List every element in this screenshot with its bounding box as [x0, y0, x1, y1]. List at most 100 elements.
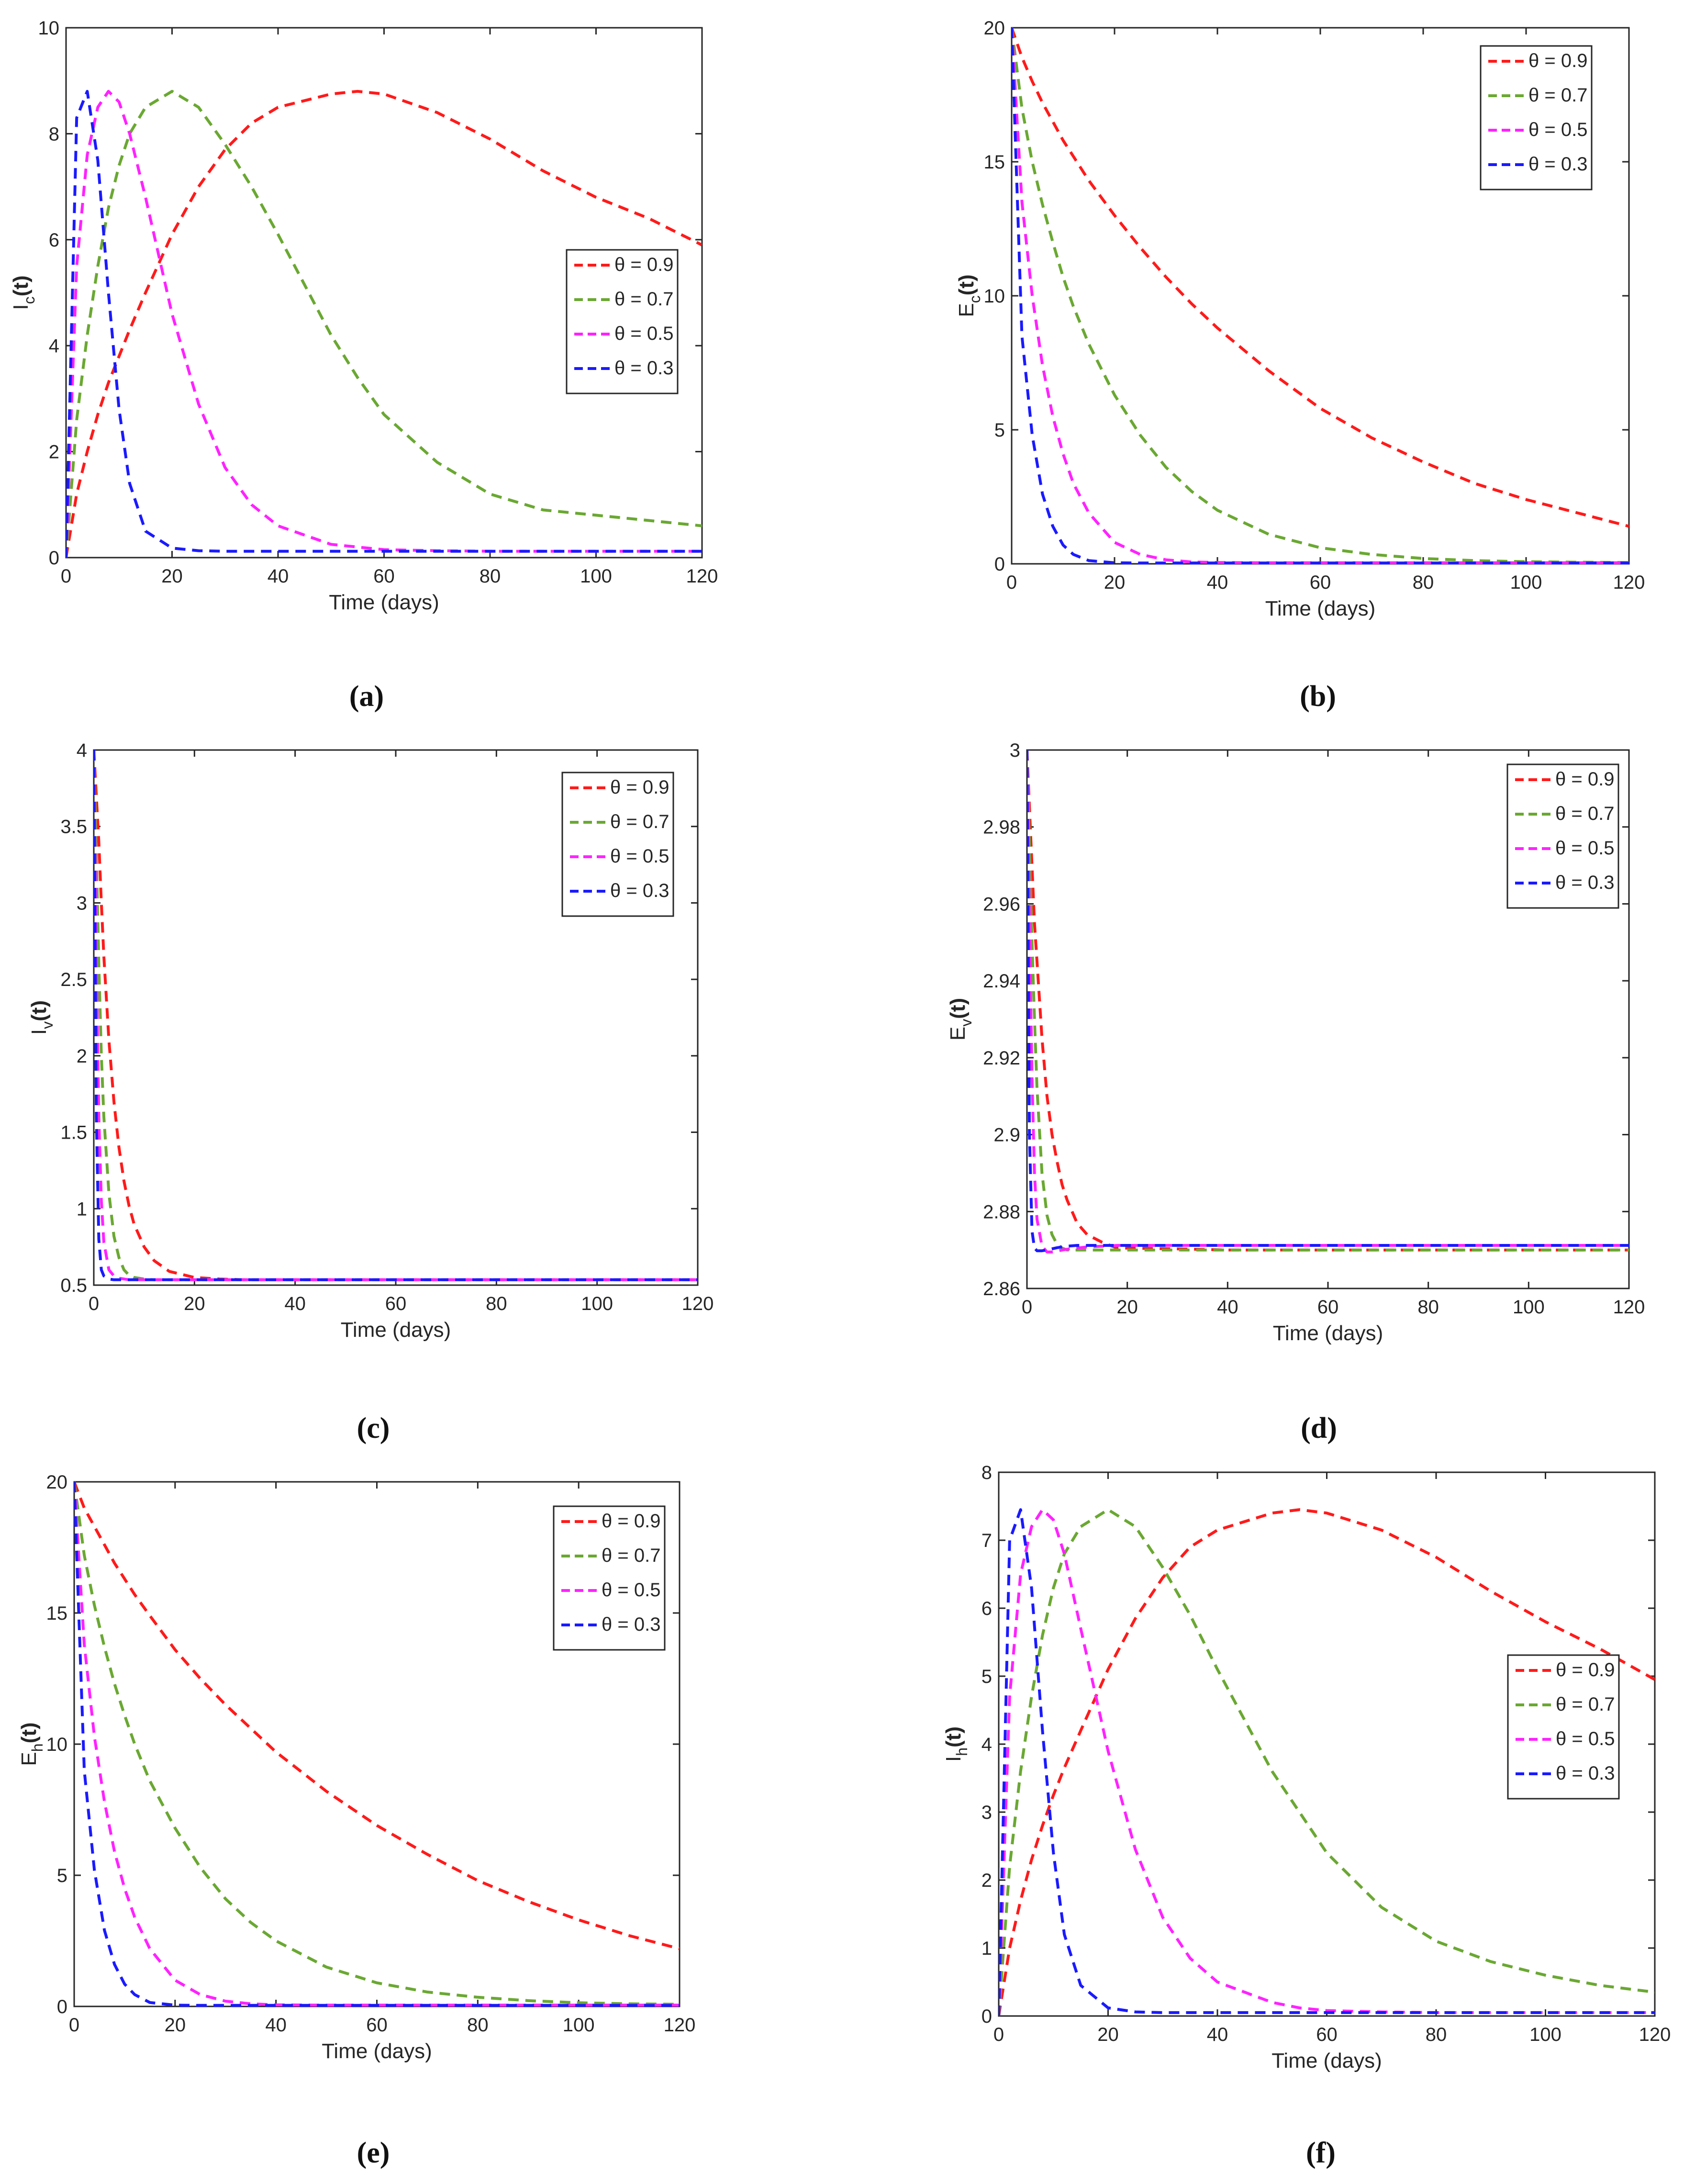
y-tick-label: 4 — [981, 1734, 992, 1755]
x-tick-label: 60 — [385, 1293, 407, 1314]
y-tick-label: 7 — [981, 1530, 992, 1551]
y-axis-label-sub: h — [953, 1747, 970, 1756]
y-axis-label-main: E — [17, 1752, 41, 1766]
y-tick-label: 4 — [49, 336, 59, 357]
x-tick-label: 60 — [1316, 2024, 1338, 2045]
y-tick-label: 2.88 — [983, 1201, 1020, 1222]
legend-entry: θ = 0.3 — [610, 880, 669, 901]
legend: θ = 0.9 θ = 0.7 θ = 0.5 θ = 0.3 — [566, 249, 679, 394]
x-tick-label: 100 — [1510, 572, 1542, 593]
y-tick-label: 2.96 — [983, 894, 1020, 915]
x-tick-label: 0 — [61, 566, 71, 587]
panel-a: 0 20 40 60 80 100 120 0 2 4 6 8 10 Time (days) Ic(t) θ … — [9, 18, 718, 713]
y-axis-label-main: I — [27, 1029, 51, 1035]
legend-box — [1480, 45, 1593, 190]
y-axis-label: Iv(t) — [27, 1000, 56, 1035]
x-tick-label: 40 — [1207, 572, 1228, 593]
x-tick-label: 40 — [284, 1293, 306, 1314]
panel-e: 0 20 40 60 80 100 120 0 5 10 15 20 Time (days) Eh(t) θ… — [17, 1472, 695, 2169]
series-line-1 — [999, 1508, 1655, 2016]
y-tick-label: 0 — [57, 1996, 67, 2017]
panel-f: 0 20 40 60 80 100 120 0 1 2 3 4 5 6 7 8 Time (days) Ih(t)… — [942, 1462, 1671, 2169]
series-line-2 — [999, 1508, 1655, 2016]
y-axis-label: Ih(t) — [942, 1726, 970, 1762]
panel-b: 0 20 40 60 80 100 120 0 5 10 15 20 Time (days) Ec(t) θ… — [955, 18, 1645, 713]
series-line-3 — [94, 750, 698, 1281]
x-tick-label: 20 — [184, 1293, 205, 1314]
legend-box — [553, 1505, 666, 1651]
x-tick-label: 120 — [1639, 2024, 1671, 2045]
x-tick-label: 100 — [563, 2015, 595, 2036]
x-tick-label: 0 — [1022, 1297, 1032, 1318]
legend: θ = 0.9 θ = 0.7 θ = 0.5 θ = 0.3 — [1507, 1654, 1620, 1800]
y-tick-label: 6 — [49, 230, 59, 251]
x-tick-label: 60 — [1317, 1297, 1339, 1318]
series-line-4 — [1027, 750, 1629, 1253]
y-tick-label: 3.5 — [60, 817, 87, 838]
x-tick-label: 120 — [664, 2015, 696, 2036]
series-line-1 — [1027, 750, 1629, 1252]
series-line-2 — [1012, 27, 1629, 564]
x-axis-label: Time (days) — [322, 2039, 432, 2063]
panel-caption: (a) — [349, 680, 384, 713]
series-line-4 — [66, 90, 702, 558]
series-line-1 — [74, 1481, 680, 1950]
panel-caption: (b) — [1300, 680, 1336, 713]
y-tick-label: 2.94 — [983, 971, 1020, 992]
x-tick-label: 80 — [486, 1293, 507, 1314]
y-tick-label: 8 — [981, 1462, 992, 1483]
x-tick-label: 120 — [1613, 572, 1645, 593]
y-tick-label: 3 — [1010, 740, 1020, 761]
x-tick-label: 80 — [1413, 572, 1434, 593]
panel-caption: (f) — [1306, 2137, 1336, 2169]
y-axis-label-tail: (t) — [946, 998, 970, 1019]
y-tick-label: 1 — [77, 1198, 87, 1220]
y-axis-label-sub: h — [29, 1743, 46, 1752]
y-axis-label-main: I — [9, 304, 33, 310]
x-tick-label: 20 — [165, 2015, 186, 2036]
x-tick-label: 120 — [682, 1293, 714, 1314]
series-line-4 — [1012, 27, 1629, 565]
y-tick-label: 2.9 — [993, 1125, 1020, 1146]
y-tick-label: 1 — [981, 1938, 992, 1959]
legend-entry: θ = 0.9 — [602, 1511, 660, 1532]
y-axis-label: Ic(t) — [9, 275, 38, 310]
x-tick-label: 40 — [265, 2015, 287, 2036]
y-axis-label-tail: (t) — [27, 1000, 51, 1021]
legend: θ = 0.9 θ = 0.7 θ = 0.5 θ = 0.3 — [553, 1505, 666, 1651]
y-tick-label: 10 — [984, 286, 1005, 307]
series-line-1 — [1012, 27, 1629, 528]
y-tick-label: 0 — [49, 548, 59, 569]
y-tick-label: 15 — [46, 1603, 68, 1624]
series-line-4 — [999, 1508, 1655, 2016]
x-axis-label: Time (days) — [1271, 2049, 1382, 2072]
x-axis-label: Time (days) — [341, 1318, 451, 1342]
legend-entry: θ = 0.7 — [614, 289, 673, 310]
legend: θ = 0.9 θ = 0.7 θ = 0.5 θ = 0.3 — [1506, 763, 1619, 909]
y-tick-label: 8 — [49, 123, 59, 145]
legend-entry: θ = 0.9 — [1556, 1659, 1615, 1680]
series-line-2 — [74, 1481, 680, 2006]
series-line-3 — [66, 90, 702, 558]
legend-entry: θ = 0.5 — [1556, 1728, 1615, 1749]
y-tick-label: 5 — [981, 1666, 992, 1687]
y-tick-label: 2.86 — [983, 1278, 1020, 1299]
x-tick-label: 100 — [580, 566, 612, 587]
y-axis-label-sub: c — [966, 295, 983, 303]
y-tick-label: 2.98 — [983, 817, 1020, 838]
panel-c: 0 20 40 60 80 100 120 0.5 1 1.5 2 2.5 3 3.5 4 Time (day… — [27, 740, 714, 1445]
x-tick-label: 40 — [268, 566, 289, 587]
y-tick-label: 5 — [994, 420, 1005, 441]
y-axis-label-main: I — [942, 1756, 965, 1762]
x-tick-label: 120 — [686, 566, 718, 587]
x-tick-label: 80 — [1417, 1297, 1439, 1318]
x-tick-label: 60 — [373, 566, 395, 587]
legend-entry: θ = 0.3 — [1555, 872, 1614, 893]
y-axis-label-tail: (t) — [9, 275, 33, 296]
y-axis-label-sub: v — [958, 1019, 975, 1027]
y-tick-label: 2.92 — [983, 1048, 1020, 1069]
x-tick-label: 40 — [1217, 1297, 1238, 1318]
legend: θ = 0.9 θ = 0.7 θ = 0.5 θ = 0.3 — [561, 772, 674, 917]
x-tick-label: 100 — [1529, 2024, 1561, 2045]
y-axis-label: Eh(t) — [17, 1722, 46, 1766]
